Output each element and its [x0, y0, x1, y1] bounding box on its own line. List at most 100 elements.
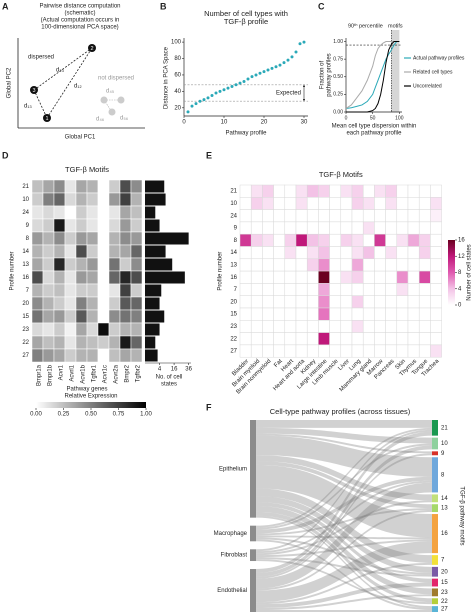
- row-label: 9: [234, 226, 238, 232]
- cell: [119, 231, 132, 246]
- cell: [64, 335, 77, 350]
- point: [290, 55, 294, 59]
- row-label: 15: [22, 314, 29, 320]
- cell: [262, 197, 274, 210]
- cell: [284, 221, 297, 235]
- cell: [262, 221, 274, 235]
- cell: [130, 205, 143, 220]
- flow: [256, 515, 432, 609]
- cell: [273, 221, 286, 235]
- bar: [145, 284, 162, 297]
- cell: [262, 209, 274, 223]
- cell: [97, 270, 110, 285]
- chart-title: Cell-type pathway profiles (across tissu…: [270, 407, 411, 416]
- chart-title: TGF-β Motifs: [65, 165, 109, 174]
- cell: [42, 231, 55, 246]
- y-tick-label: 0.00: [333, 109, 343, 115]
- flow: [256, 435, 432, 477]
- schematic: Pairwise distance computation (schematic…: [7, 4, 145, 141]
- cell: [239, 295, 252, 309]
- cell: [273, 320, 286, 333]
- cell: [75, 322, 88, 337]
- cell: [97, 283, 110, 298]
- cell: [31, 205, 44, 220]
- colorbar: [36, 402, 146, 408]
- flow: [256, 488, 432, 563]
- cell: [351, 295, 364, 309]
- target-label: 21: [441, 425, 448, 431]
- cell: [340, 344, 353, 358]
- cell: [31, 244, 44, 259]
- cell: [119, 192, 132, 207]
- cell: [295, 320, 308, 333]
- cell: [340, 283, 353, 296]
- cell: [351, 344, 364, 358]
- cell: [31, 179, 44, 194]
- series-line: [346, 41, 400, 113]
- colorbar-tick-label: 4: [458, 286, 462, 292]
- x-axis-label: Mean cell type dispersion within: [332, 124, 417, 130]
- cell: [42, 335, 55, 350]
- cell: [250, 258, 263, 272]
- bar-tick-label: 4: [158, 367, 162, 373]
- cell: [86, 179, 99, 194]
- bar: [145, 232, 189, 245]
- cell: [362, 258, 375, 272]
- cell: [108, 192, 121, 207]
- cell: [130, 296, 143, 311]
- cell: [42, 309, 55, 324]
- row-label: 21: [22, 184, 29, 190]
- cell: [250, 233, 263, 247]
- cell: [340, 197, 353, 210]
- point: [186, 110, 190, 114]
- cell: [396, 332, 409, 346]
- cell: [284, 283, 297, 296]
- source-label: Fibroblast: [221, 553, 248, 559]
- cell: [108, 218, 121, 233]
- cell: [108, 205, 121, 220]
- cell: [430, 332, 442, 346]
- cell: [250, 209, 263, 223]
- flow: [256, 541, 432, 603]
- target-node: [432, 451, 438, 456]
- node-label: 1: [45, 116, 48, 122]
- cell: [250, 197, 263, 210]
- cell: [374, 320, 386, 333]
- cell: [407, 270, 420, 284]
- cell: [329, 295, 342, 309]
- legend-label: Actual pathway profiles: [413, 55, 465, 61]
- cell: [306, 221, 319, 235]
- panel-label: C: [318, 1, 325, 11]
- cell: [119, 348, 132, 363]
- cell: [340, 258, 353, 272]
- bar: [145, 180, 165, 193]
- colorbar-tick-label: 8: [458, 270, 462, 276]
- cell: [306, 332, 319, 346]
- cell: [396, 258, 409, 272]
- cell: [362, 295, 375, 309]
- cell: [318, 184, 330, 198]
- cell: [329, 320, 342, 333]
- point: [254, 73, 258, 77]
- cell: [329, 246, 342, 260]
- cell: [42, 348, 55, 363]
- flow: [256, 559, 432, 605]
- x-axis-label: each pathway profile: [346, 131, 402, 137]
- target-label: 7: [441, 558, 445, 564]
- cell: [262, 344, 274, 358]
- cell: [295, 307, 308, 321]
- x-tick-label: 0: [182, 120, 186, 126]
- bar: [145, 323, 160, 336]
- cell: [262, 283, 274, 296]
- series-line: [345, 41, 400, 109]
- point: [234, 83, 238, 87]
- cell: [418, 258, 431, 272]
- cell: [374, 209, 386, 223]
- flow: [256, 420, 432, 428]
- cell: [374, 258, 386, 272]
- cell: [407, 258, 420, 272]
- cell: [284, 233, 297, 247]
- cell: [284, 295, 297, 309]
- cell: [306, 283, 319, 296]
